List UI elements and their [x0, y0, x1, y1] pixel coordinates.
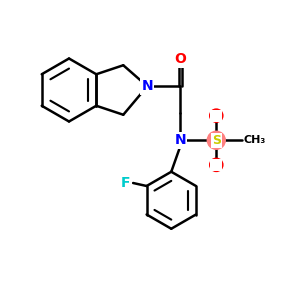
Text: CH₃: CH₃: [243, 135, 266, 145]
Circle shape: [207, 131, 225, 149]
Text: S: S: [212, 134, 221, 147]
Text: O: O: [212, 111, 221, 121]
Text: O: O: [174, 52, 186, 66]
Circle shape: [210, 158, 223, 171]
Text: N: N: [142, 79, 153, 93]
Text: F: F: [121, 176, 130, 190]
Text: N: N: [175, 133, 186, 147]
Circle shape: [210, 109, 223, 122]
Text: O: O: [212, 160, 221, 170]
